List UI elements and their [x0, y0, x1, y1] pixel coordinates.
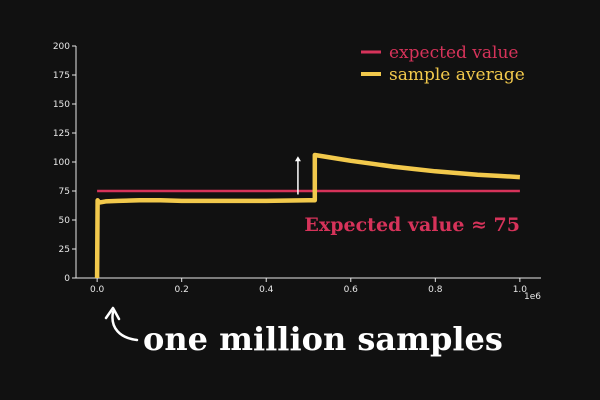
- caption: one million samples: [143, 320, 503, 358]
- y-tick-label: 175: [53, 71, 70, 81]
- caption-arrow: [104, 306, 139, 342]
- x-ticks: 0.0 0.2 0.4 0.6 0.8 1.0: [90, 278, 527, 295]
- legend: expected value sample average: [361, 43, 525, 85]
- y-tick-label: 125: [53, 129, 70, 139]
- x-tick-label: 0.4: [259, 285, 274, 295]
- series-line-sample-average: [94, 152, 521, 278]
- legend-label-sample-average: sample average: [389, 65, 525, 85]
- y-tick-label: 50: [59, 216, 71, 226]
- x-tick-label: 0.2: [175, 285, 189, 295]
- arrow-head: [294, 156, 301, 162]
- y-tick-label: 200: [53, 42, 70, 52]
- x-tick-label: 0.0: [90, 285, 105, 295]
- x-tick-label: 1.0: [513, 285, 528, 295]
- y-tick-label: 0: [64, 274, 70, 284]
- series: [94, 152, 521, 278]
- y-ticks: 0 25 50 75 100 125 150 175 200: [53, 42, 76, 284]
- annotation-arrow: [294, 156, 301, 195]
- x-multiplier-label: 1e6: [524, 292, 541, 302]
- x-tick-label: 0.6: [344, 285, 359, 295]
- legend-label-expected-value: expected value: [389, 43, 518, 63]
- y-tick-label: 100: [53, 158, 70, 168]
- y-tick-label: 25: [59, 245, 70, 255]
- y-tick-label: 150: [53, 100, 70, 110]
- y-tick-label: 75: [59, 187, 70, 197]
- x-tick-label: 0.8: [428, 285, 443, 295]
- expected-value-annotation: Expected value ≈ 75: [304, 214, 520, 236]
